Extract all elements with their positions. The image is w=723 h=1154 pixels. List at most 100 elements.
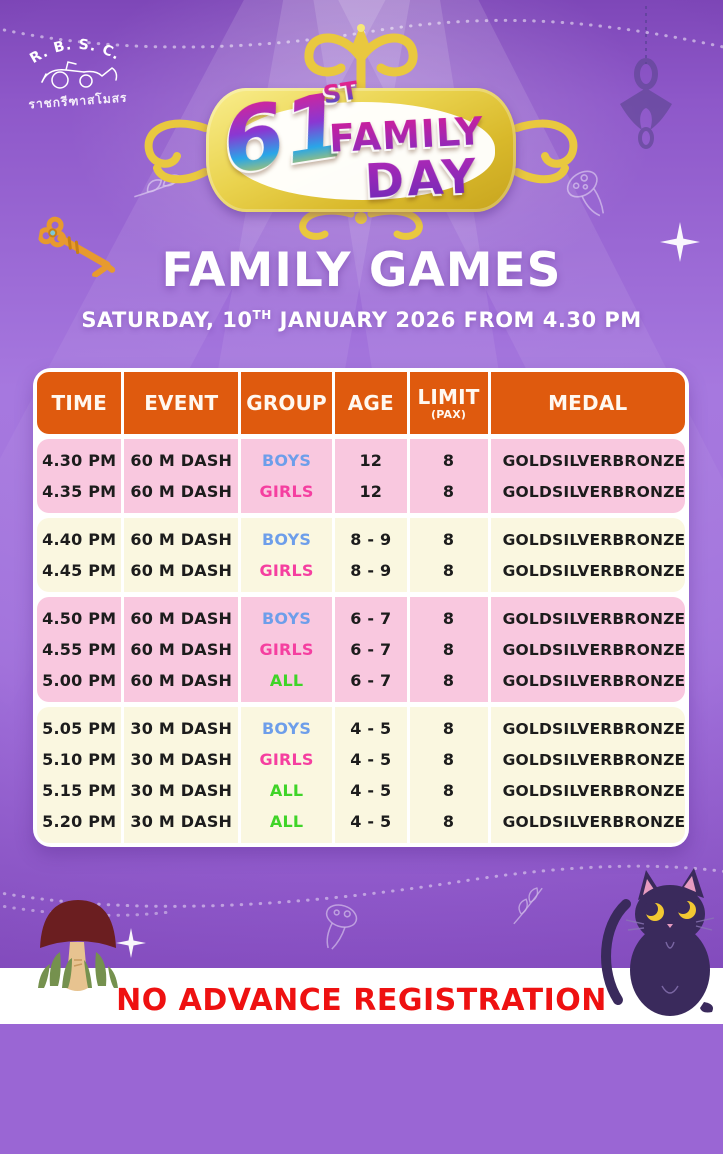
cell-limit: 8 bbox=[442, 482, 455, 501]
cell-time: 5.10 PM bbox=[42, 750, 117, 769]
side-flourish-icon bbox=[144, 119, 209, 184]
club-thai-name: ราชกรีฑาสโมสร bbox=[28, 90, 128, 112]
cell-event: 60 M DASH bbox=[130, 451, 233, 470]
table-group: 5.05 PM 5.10 PM 5.15 PM 5.20 PM 30 M DASH 30 … bbox=[37, 707, 685, 843]
cell-group: GIRLS bbox=[259, 561, 314, 580]
cell-medals: GOLD SILVER BRONZE bbox=[491, 634, 685, 665]
cell-group: ALL bbox=[269, 671, 304, 690]
event-banner: 61 ST FAMILY DAY bbox=[144, 24, 578, 240]
medal-label: GOLD bbox=[502, 781, 553, 800]
cell-event: 30 M DASH bbox=[130, 750, 233, 769]
cell-group: ALL bbox=[269, 781, 304, 800]
cell-time: 4.55 PM bbox=[42, 640, 117, 659]
cell-group: BOYS bbox=[262, 719, 312, 738]
cell-medals: GOLD SILVER BRONZE bbox=[491, 476, 685, 507]
medal-label: SILVER bbox=[552, 451, 613, 470]
cell-limit: 8 bbox=[442, 671, 455, 690]
cell-age: 6 - 7 bbox=[350, 640, 392, 659]
cell-group: GIRLS bbox=[259, 750, 314, 769]
banner-ordinal: ST bbox=[320, 75, 361, 110]
cell-limit: 8 bbox=[442, 719, 455, 738]
key-icon bbox=[37, 216, 116, 278]
cell-age: 8 - 9 bbox=[350, 561, 392, 580]
medal-label: BRONZE bbox=[612, 530, 685, 549]
cell-limit: 8 bbox=[442, 451, 455, 470]
medal-label: BRONZE bbox=[612, 671, 685, 690]
sparkle-icon bbox=[660, 222, 700, 262]
medal-label: SILVER bbox=[552, 640, 613, 659]
page-title: FAMILY GAMES bbox=[161, 243, 562, 298]
cell-age: 4 - 5 bbox=[350, 812, 392, 831]
cell-time: 5.05 PM bbox=[42, 719, 117, 738]
cell-time: 4.30 PM bbox=[42, 451, 117, 470]
mushroom-doodle-icon bbox=[325, 904, 358, 950]
medal-label: SILVER bbox=[552, 719, 613, 738]
limit-unit-label: (PAX) bbox=[431, 407, 467, 421]
banner-word-day: DAY bbox=[363, 149, 481, 210]
medal-label: GOLD bbox=[502, 451, 553, 470]
medal-label: GOLD bbox=[502, 482, 553, 501]
medal-label: BRONZE bbox=[612, 609, 685, 628]
schedule-table: TIME EVENT GROUP AGE LIMIT (PAX) MEDAL 4… bbox=[33, 368, 689, 847]
medal-label: SILVER bbox=[552, 561, 613, 580]
medal-label: GOLD bbox=[502, 530, 553, 549]
table-group: 4.50 PM 4.55 PM 5.00 PM 60 M DASH 60 M DASH 6… bbox=[37, 597, 685, 702]
cell-time: 4.35 PM bbox=[42, 482, 117, 501]
cell-event: 60 M DASH bbox=[130, 671, 233, 690]
medal-label: SILVER bbox=[552, 812, 613, 831]
event-date: SATURDAY, 10TH JANUARY 2026 FROM 4.30 PM bbox=[0, 308, 723, 332]
plaque-inner-panel bbox=[229, 102, 495, 200]
medal-label: BRONZE bbox=[612, 451, 685, 470]
cell-time: 5.15 PM bbox=[42, 781, 117, 800]
medal-label: SILVER bbox=[552, 530, 613, 549]
black-cat-illustration bbox=[601, 868, 715, 1016]
cell-event: 60 M DASH bbox=[130, 482, 233, 501]
lantern-icon bbox=[620, 58, 672, 149]
medal-label: BRONZE bbox=[612, 750, 685, 769]
table-header-row: TIME EVENT GROUP AGE LIMIT (PAX) MEDAL bbox=[37, 372, 685, 434]
column-header-medal: MEDAL bbox=[548, 391, 628, 415]
club-acronym: R. B. S. C. bbox=[27, 37, 122, 67]
cell-time: 4.40 PM bbox=[42, 530, 117, 549]
cell-age: 6 - 7 bbox=[350, 609, 392, 628]
crown-flourish-icon bbox=[304, 24, 418, 93]
medal-label: SILVER bbox=[552, 609, 613, 628]
medal-label: SILVER bbox=[552, 671, 613, 690]
medal-label: BRONZE bbox=[612, 640, 685, 659]
mushroom-doodle-icon bbox=[566, 170, 605, 217]
cell-event: 30 M DASH bbox=[130, 781, 233, 800]
column-header-limit: LIMIT (PAX) bbox=[410, 376, 488, 430]
club-logo-art: R. B. S. C. bbox=[27, 37, 122, 89]
cell-group: ALL bbox=[269, 812, 304, 831]
date-ordinal: TH bbox=[252, 308, 272, 322]
cell-time: 4.50 PM bbox=[42, 609, 117, 628]
cell-age: 4 - 5 bbox=[350, 750, 392, 769]
cell-limit: 8 bbox=[442, 530, 455, 549]
registration-note: NO ADVANCE REGISTRATION bbox=[116, 983, 607, 1018]
cell-medals: GOLD SILVER BRONZE bbox=[491, 524, 685, 555]
medal-label: GOLD bbox=[502, 671, 553, 690]
date-suffix: JANUARY 2026 FROM 4.30 PM bbox=[271, 308, 642, 332]
medal-label: GOLD bbox=[502, 640, 553, 659]
medal-label: BRONZE bbox=[612, 781, 685, 800]
medal-label: BRONZE bbox=[612, 561, 685, 580]
cell-time: 5.00 PM bbox=[42, 671, 117, 690]
carriage-icon bbox=[41, 61, 118, 89]
medal-label: GOLD bbox=[502, 750, 553, 769]
cell-group: GIRLS bbox=[259, 482, 314, 501]
column-header-event: EVENT bbox=[144, 391, 219, 415]
table-group: 4.30 PM 4.35 PM 60 M DASH 60 M DASH BOYS GIRL… bbox=[37, 439, 685, 513]
medal-label: BRONZE bbox=[612, 812, 685, 831]
cell-limit: 8 bbox=[442, 812, 455, 831]
club-logo: R. B. S. C. ราชกรีฑาสโมสร bbox=[22, 30, 134, 114]
cell-medals: GOLD SILVER BRONZE bbox=[491, 775, 685, 806]
cell-medals: GOLD SILVER BRONZE bbox=[491, 744, 685, 775]
cell-age: 4 - 5 bbox=[350, 781, 392, 800]
limit-label: LIMIT bbox=[417, 384, 480, 409]
footer-band bbox=[0, 968, 723, 1024]
cell-group: GIRLS bbox=[259, 640, 314, 659]
cell-age: 12 bbox=[359, 482, 383, 501]
cell-medals: GOLD SILVER BRONZE bbox=[491, 445, 685, 476]
medal-label: BRONZE bbox=[612, 719, 685, 738]
medal-label: GOLD bbox=[502, 609, 553, 628]
